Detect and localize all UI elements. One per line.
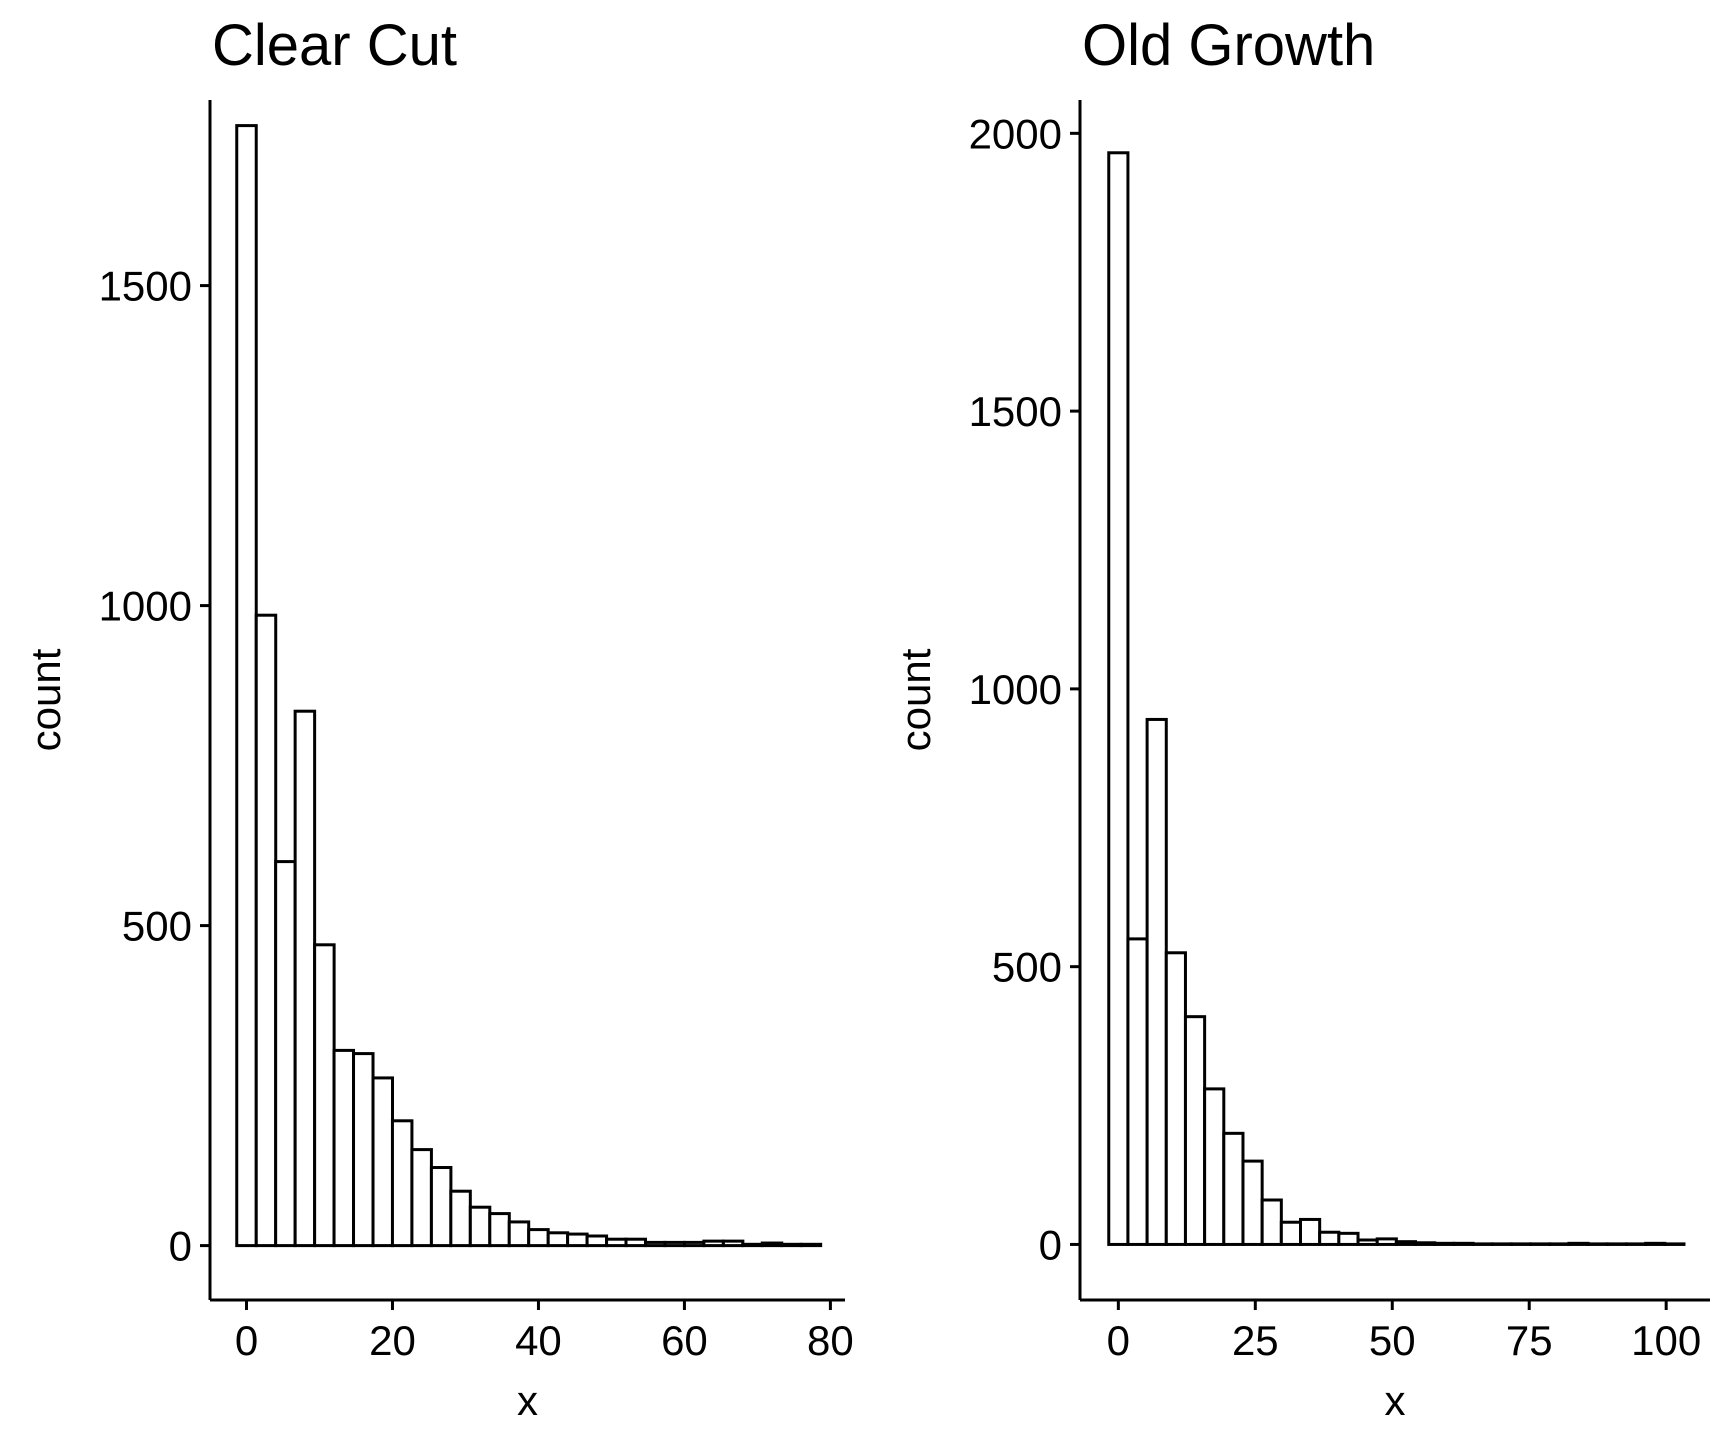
histogram-bar <box>468 1205 492 1248</box>
histogram-bar <box>1529 1242 1552 1246</box>
histogram-bar <box>1624 1242 1648 1246</box>
histogram-bar <box>1126 937 1149 1246</box>
histogram-bar <box>1663 1242 1686 1246</box>
histogram-bar <box>741 1242 764 1248</box>
y-axis-title: count <box>22 648 69 751</box>
histogram-bar <box>799 1242 823 1248</box>
histogram-bar <box>429 1166 453 1248</box>
histogram-bar <box>1164 951 1187 1246</box>
x-axis-title: x <box>1385 1377 1406 1424</box>
histogram-bar <box>1279 1220 1302 1246</box>
y-tick-label: 1500 <box>99 263 192 310</box>
histogram-bar <box>371 1076 395 1248</box>
y-tick-label: 0 <box>1039 1221 1062 1268</box>
histogram-bar <box>274 860 297 1248</box>
x-tick-label: 60 <box>661 1317 708 1364</box>
histogram-bar <box>488 1212 511 1248</box>
y-axis-title: count <box>892 648 939 751</box>
histogram-bar <box>1605 1242 1628 1246</box>
histogram-bar <box>390 1119 414 1248</box>
x-tick-label: 40 <box>515 1317 562 1364</box>
y-tick-label: 0 <box>169 1223 192 1270</box>
histogram-bar <box>643 1240 667 1248</box>
histogram-bar <box>332 1048 356 1248</box>
x-tick-label: 20 <box>369 1317 416 1364</box>
histogram-bar <box>352 1052 375 1248</box>
y-tick-label: 500 <box>992 944 1062 991</box>
histogram-bar <box>1318 1230 1341 1246</box>
x-tick-label: 0 <box>235 1317 258 1364</box>
histogram-bar <box>1337 1231 1360 1246</box>
histogram-bar <box>527 1228 550 1248</box>
histogram-bar <box>254 613 278 1248</box>
bars <box>1107 151 1686 1246</box>
histogram-bar <box>1394 1240 1418 1246</box>
histogram-bar <box>1356 1238 1379 1246</box>
histogram-bar <box>1509 1242 1533 1246</box>
y-tick-label: 1500 <box>969 388 1062 435</box>
histogram-bar <box>585 1234 609 1248</box>
histogram-bar <box>702 1239 725 1248</box>
histogram-bar <box>1299 1217 1322 1246</box>
histogram-bar <box>1260 1198 1283 1246</box>
x-tick-label: 75 <box>1506 1317 1553 1364</box>
x-tick-label: 25 <box>1232 1317 1279 1364</box>
histogram-bar <box>410 1148 433 1248</box>
x-axis-title: x <box>517 1377 538 1424</box>
x-tick-label: 100 <box>1631 1317 1701 1364</box>
histogram-bar <box>449 1189 472 1248</box>
histogram-bar <box>624 1237 647 1248</box>
histogram-bar <box>1203 1087 1226 1246</box>
histogram-bar <box>1433 1241 1456 1246</box>
histogram-bar <box>1183 1015 1207 1246</box>
histogram-bar <box>1567 1241 1590 1246</box>
histogram-bar <box>760 1241 784 1248</box>
histogram-bar <box>507 1220 531 1248</box>
histogram-bar <box>605 1237 628 1248</box>
histogram-bar <box>1414 1241 1437 1246</box>
histogram-bar <box>1452 1241 1475 1246</box>
histogram-bar <box>293 709 317 1248</box>
y-tick-label: 500 <box>122 903 192 950</box>
bars <box>235 124 823 1248</box>
x-tick-label: 50 <box>1369 1317 1416 1364</box>
histogram-bar <box>1471 1242 1494 1246</box>
histogram-bar <box>721 1239 745 1248</box>
histogram-bar <box>546 1231 570 1248</box>
histogram-bar <box>1107 151 1130 1246</box>
histogram-bar <box>1145 717 1168 1246</box>
histogram-bar <box>1548 1242 1571 1246</box>
histogram-bar <box>780 1242 803 1248</box>
histogram-bar <box>235 124 258 1248</box>
histogram-bar <box>313 943 336 1248</box>
histogram-bar <box>682 1240 706 1248</box>
y-tick-label: 2000 <box>969 110 1062 157</box>
histogram-bar <box>1241 1159 1264 1246</box>
histogram-bar <box>1375 1237 1398 1246</box>
histogram-bar <box>1490 1242 1513 1246</box>
panel-clear-cut: Clear Cut count x 0 500 1000 1500 0 20 40 60 80 <box>22 13 854 1424</box>
histogram-bar <box>663 1240 686 1248</box>
x-tick-label: 0 <box>1107 1317 1130 1364</box>
histogram-bar <box>566 1232 589 1248</box>
histogram-bar <box>1586 1242 1609 1246</box>
y-tick-label: 1000 <box>99 583 192 630</box>
panel-old-growth: Old Growth count x 0 500 1000 1500 2000 0 25 50… <box>892 13 1710 1424</box>
y-tick-label: 1000 <box>969 666 1062 713</box>
panel-title: Clear Cut <box>212 13 457 78</box>
histogram-bar <box>1644 1241 1667 1246</box>
panel-title: Old Growth <box>1082 13 1375 78</box>
x-tick-label: 80 <box>807 1317 854 1364</box>
histogram-bar <box>1222 1131 1245 1246</box>
